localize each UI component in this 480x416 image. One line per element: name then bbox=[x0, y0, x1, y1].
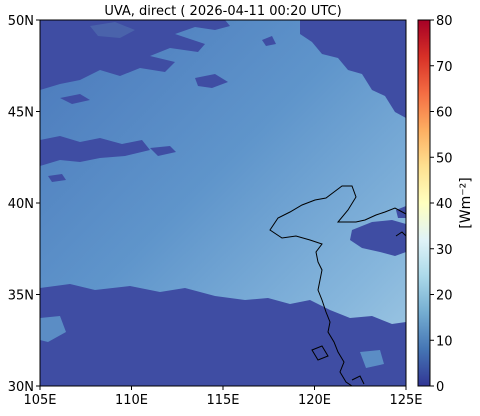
x-tick-label: 120E bbox=[298, 393, 331, 408]
y-axis-ticks: 30N 35N 40N 45N 50N bbox=[8, 14, 40, 395]
y-tick-label: 45N bbox=[8, 106, 34, 121]
map-panel bbox=[40, 20, 406, 386]
colorbar-tick-label: 50 bbox=[436, 151, 453, 166]
colorbar-tick-label: 10 bbox=[436, 334, 453, 349]
colorbar-tick-label: 30 bbox=[436, 243, 453, 258]
x-tick-label: 125E bbox=[389, 393, 422, 408]
colorbar-tick-label: 20 bbox=[436, 289, 453, 304]
coastline bbox=[269, 185, 406, 386]
map-title: UVA, direct ( 2026-04-11 00:20 UTC) bbox=[104, 4, 341, 19]
colorbar-label: [Wm⁻²] bbox=[458, 177, 474, 228]
y-tick-label: 50N bbox=[8, 14, 34, 29]
x-tick-label: 110E bbox=[115, 393, 148, 408]
colorbar bbox=[417, 19, 431, 387]
y-tick-label: 35N bbox=[8, 289, 34, 304]
colorbar-ticks: 0 10 20 30 40 50 60 70 80 bbox=[430, 14, 453, 395]
x-axis-ticks: 105E 110E 115E 120E 125E bbox=[23, 386, 423, 408]
y-tick-label: 40N bbox=[8, 197, 34, 212]
colorbar-tick-label: 60 bbox=[436, 106, 453, 121]
colorbar-tick-label: 80 bbox=[436, 14, 453, 29]
cloud-mask-regions bbox=[40, 20, 406, 386]
colorbar-tick-label: 0 bbox=[436, 380, 444, 395]
y-tick-label: 30N bbox=[8, 380, 34, 395]
colorbar-tick-label: 40 bbox=[436, 197, 453, 212]
x-tick-label: 115E bbox=[206, 393, 239, 408]
x-tick-label: 105E bbox=[23, 393, 56, 408]
colorbar-tick-label: 70 bbox=[436, 60, 453, 75]
